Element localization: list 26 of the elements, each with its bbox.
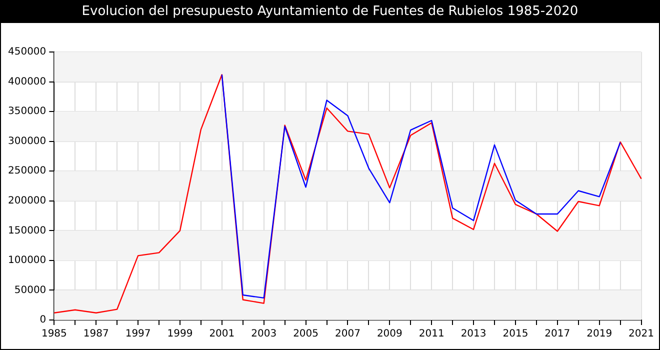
chart-title: Evolucion del presupuesto Ayuntamiento de Fuentes de Rubielos 1985-2020 xyxy=(1,1,659,23)
y-tick-label: 450000 xyxy=(8,46,46,58)
y-tick-label: 150000 xyxy=(8,225,46,236)
y-tick-label: 100000 xyxy=(8,255,46,266)
x-tick-label: 2013 xyxy=(460,328,486,340)
y-tick-label: 400000 xyxy=(8,76,46,88)
x-tick-label: 1987 xyxy=(83,328,109,340)
x-tick-label: 2007 xyxy=(335,328,360,340)
y-tick-label: 0 xyxy=(40,314,46,326)
x-tick-label: 2009 xyxy=(376,328,402,340)
y-tick-label: 200000 xyxy=(8,195,46,206)
y-tick-label: 250000 xyxy=(8,166,46,177)
x-tick-label: 2003 xyxy=(251,328,277,340)
x-tick-label: 2017 xyxy=(544,328,570,340)
x-tick-label: 2001 xyxy=(209,328,235,340)
y-tick-label: 350000 xyxy=(8,106,46,118)
x-tick-label: 1997 xyxy=(125,328,151,340)
x-tick-label: 2015 xyxy=(502,328,528,340)
y-tick-label: 300000 xyxy=(8,136,46,147)
x-tick-label: 2011 xyxy=(418,328,444,340)
x-tick-label: 2021 xyxy=(628,328,654,340)
x-tick-label: 1985 xyxy=(41,328,67,340)
x-tick-label: 2019 xyxy=(586,328,612,340)
x-tick-label: 1999 xyxy=(167,328,193,340)
y-tick-label: 50000 xyxy=(14,284,46,296)
x-tick-label: 2005 xyxy=(293,328,319,340)
